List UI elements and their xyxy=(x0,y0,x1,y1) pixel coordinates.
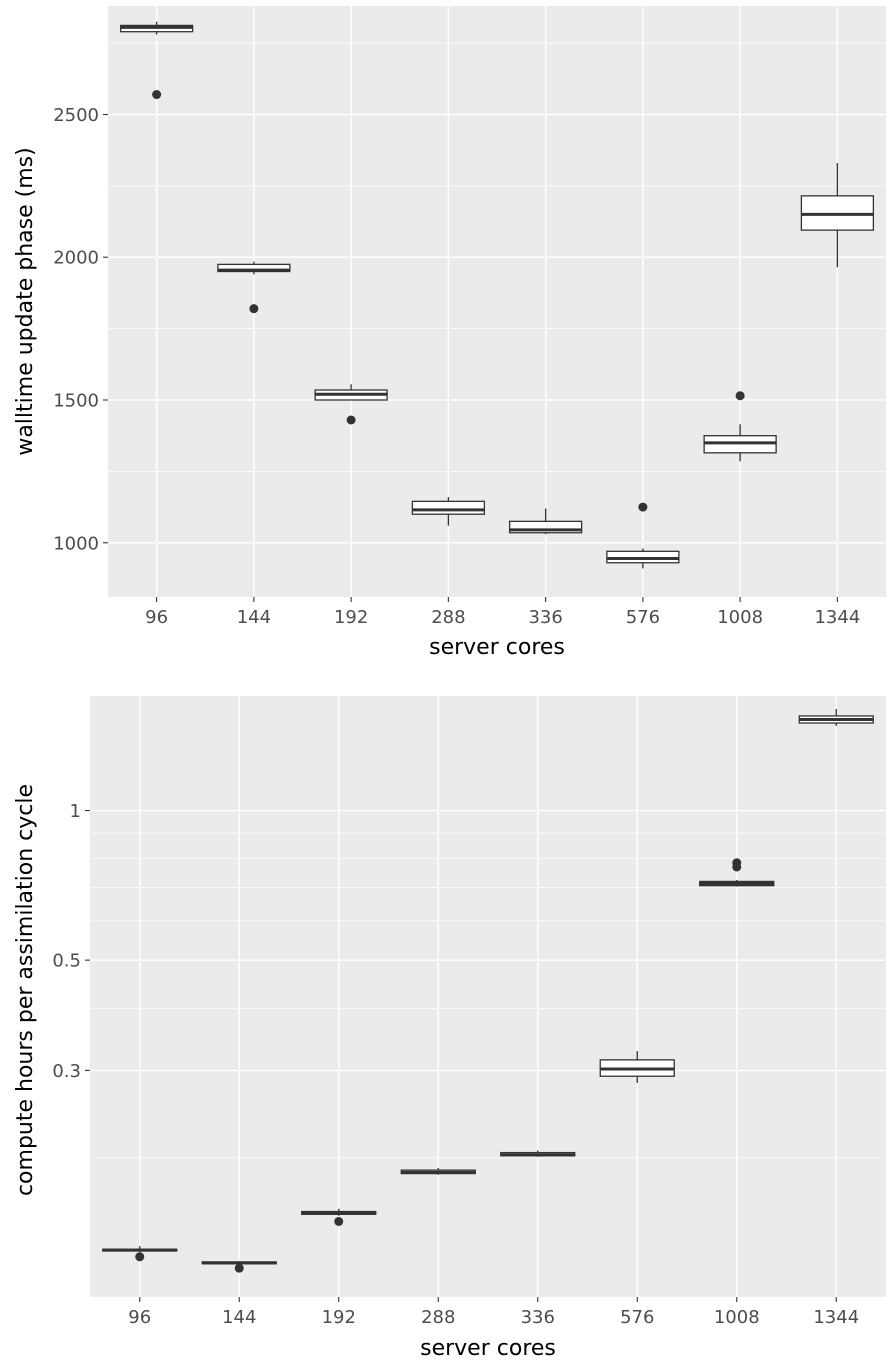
box-288 xyxy=(400,1167,476,1175)
x-axis-title: server cores xyxy=(420,1336,556,1361)
y-tick-label: 1000 xyxy=(53,533,99,554)
y-tick-label: 1500 xyxy=(53,391,99,412)
box-288 xyxy=(411,497,486,526)
y-tick-label: 2000 xyxy=(53,248,99,269)
box-96 xyxy=(119,21,194,100)
box-1008 xyxy=(699,858,775,887)
x-tick-label: 192 xyxy=(334,607,368,628)
box-body xyxy=(508,520,583,534)
compute-hours-chart: 0.3 0.5 1 96 144 192 288 336 576 1008 1344 server c… xyxy=(13,696,886,1361)
x-axis-title: server cores xyxy=(429,635,565,660)
y-axis-title: walltime update phase (ms) xyxy=(13,147,38,455)
plot-panel xyxy=(90,696,886,1297)
x-tick-label: 336 xyxy=(521,1307,555,1328)
box-192 xyxy=(314,384,388,425)
outlier-point xyxy=(249,304,259,314)
x-tick-label: 576 xyxy=(626,607,660,628)
box-body xyxy=(411,500,486,515)
x-tick-label: 576 xyxy=(620,1307,654,1328)
box-576 xyxy=(606,502,680,569)
x-tick-label: 144 xyxy=(222,1307,256,1328)
x-tick-label: 1008 xyxy=(717,607,763,628)
y-tick-label: 1 xyxy=(70,801,81,822)
x-tick-label: 1344 xyxy=(814,607,860,628)
outlier-point xyxy=(638,502,648,512)
x-tick-label: 96 xyxy=(128,1307,151,1328)
y-tick-label: 0.3 xyxy=(52,1061,81,1082)
box-1344 xyxy=(800,163,875,268)
walltime-chart: 1000 1500 2000 2500 96 144 192 288 336 576 1008 134… xyxy=(13,6,886,660)
outlier-point xyxy=(735,391,745,401)
x-tick-label: 96 xyxy=(145,607,168,628)
y-tick-label: 0.5 xyxy=(52,951,81,972)
x-tick-label: 192 xyxy=(322,1307,356,1328)
outlier-point xyxy=(152,90,162,100)
outlier-point xyxy=(234,1263,244,1273)
outlier-point xyxy=(732,858,742,868)
x-tick-label: 336 xyxy=(528,607,562,628)
x-tick-label: 1008 xyxy=(714,1307,760,1328)
x-tick-label: 144 xyxy=(237,607,271,628)
plot-panel xyxy=(108,6,886,597)
box-144 xyxy=(217,261,291,314)
x-tick-label: 288 xyxy=(431,607,465,628)
box-96 xyxy=(102,1245,178,1262)
box-192 xyxy=(301,1208,377,1226)
box-336 xyxy=(508,508,583,535)
box-1008 xyxy=(703,391,777,462)
box-336 xyxy=(500,1150,576,1157)
outlier-point xyxy=(334,1216,344,1226)
y-axis-title: compute hours per assimilation cycle xyxy=(13,784,38,1196)
box-144 xyxy=(201,1261,277,1273)
box-1344 xyxy=(798,709,874,726)
box-576 xyxy=(599,1051,675,1083)
x-tick-label: 1344 xyxy=(813,1307,859,1328)
outlier-point xyxy=(135,1252,145,1262)
outlier-point xyxy=(346,415,356,425)
x-tick-label: 288 xyxy=(421,1307,455,1328)
y-tick-label: 2500 xyxy=(53,105,99,126)
